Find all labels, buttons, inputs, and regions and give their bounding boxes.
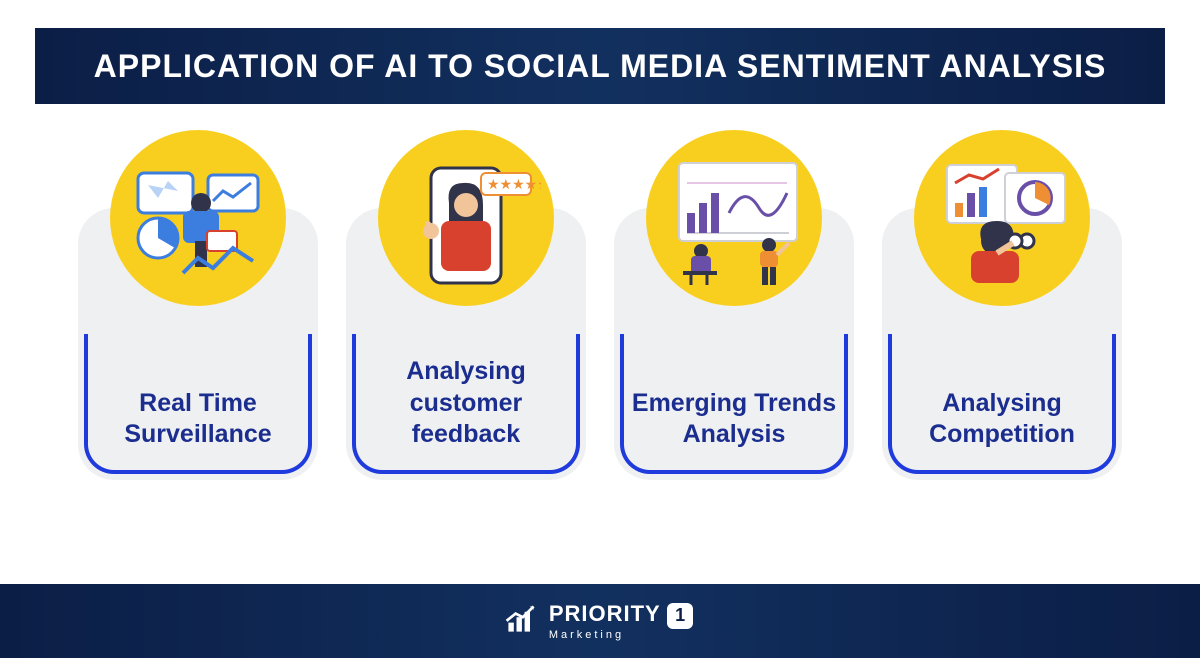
- footer: PRIORITY 1 Marketing: [0, 584, 1200, 658]
- logo-icon: [503, 601, 539, 642]
- realtime-icon: [110, 130, 286, 306]
- cards-row: Real Time Surveillance ★★★★★ Analysing c…: [0, 130, 1200, 480]
- title-text: APPLICATION OF AI TO SOCIAL MEDIA SENTIM…: [94, 48, 1107, 84]
- card-feedback: ★★★★★ Analysing customer feedback: [346, 130, 586, 480]
- page-title: APPLICATION OF AI TO SOCIAL MEDIA SENTIM…: [35, 28, 1165, 104]
- competition-icon: [914, 130, 1090, 306]
- card-label: Analysing Competition: [882, 388, 1122, 451]
- card-label: Analysing customer feedback: [346, 356, 586, 450]
- feedback-icon: ★★★★★: [378, 130, 554, 306]
- svg-text:★★★★★: ★★★★★: [487, 176, 541, 192]
- card-realtime: Real Time Surveillance: [78, 130, 318, 480]
- card-label: Emerging Trends Analysis: [614, 388, 854, 451]
- brand-main: PRIORITY: [549, 601, 661, 626]
- brand-badge: 1: [667, 603, 693, 629]
- brand-block: PRIORITY 1 Marketing: [549, 601, 697, 641]
- card-competition: Analysing Competition: [882, 130, 1122, 480]
- brand-sub: Marketing: [549, 629, 697, 641]
- trends-icon: [646, 130, 822, 306]
- card-label: Real Time Surveillance: [78, 388, 318, 451]
- card-trends: Emerging Trends Analysis: [614, 130, 854, 480]
